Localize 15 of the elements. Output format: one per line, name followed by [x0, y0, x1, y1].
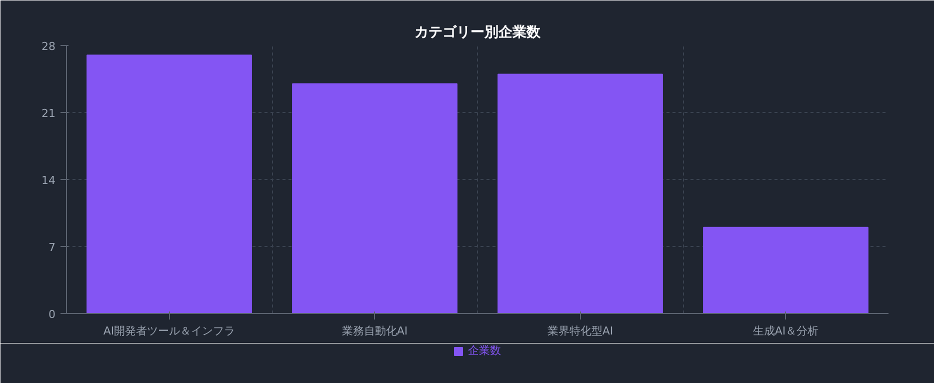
y-tick-label: 14 — [42, 174, 56, 187]
bar — [498, 74, 663, 314]
x-tick-label: 業務自動化AI — [342, 324, 408, 338]
y-tick-label: 28 — [42, 40, 56, 53]
y-tick-label: 21 — [42, 107, 56, 120]
chart-title: カテゴリー別企業数 — [414, 24, 542, 40]
y-tick-label: 0 — [48, 308, 56, 321]
bar — [292, 83, 458, 314]
x-tick-label: 生成AI＆分析 — [752, 324, 819, 338]
bar — [703, 226, 868, 314]
x-tick-label: AI開発者ツール＆インフラ — [103, 324, 236, 338]
legend-label: 企業数 — [468, 344, 501, 358]
bar — [86, 54, 252, 314]
y-tick-label: 7 — [48, 241, 56, 254]
x-tick-label: 業界特化型AI — [547, 324, 614, 338]
